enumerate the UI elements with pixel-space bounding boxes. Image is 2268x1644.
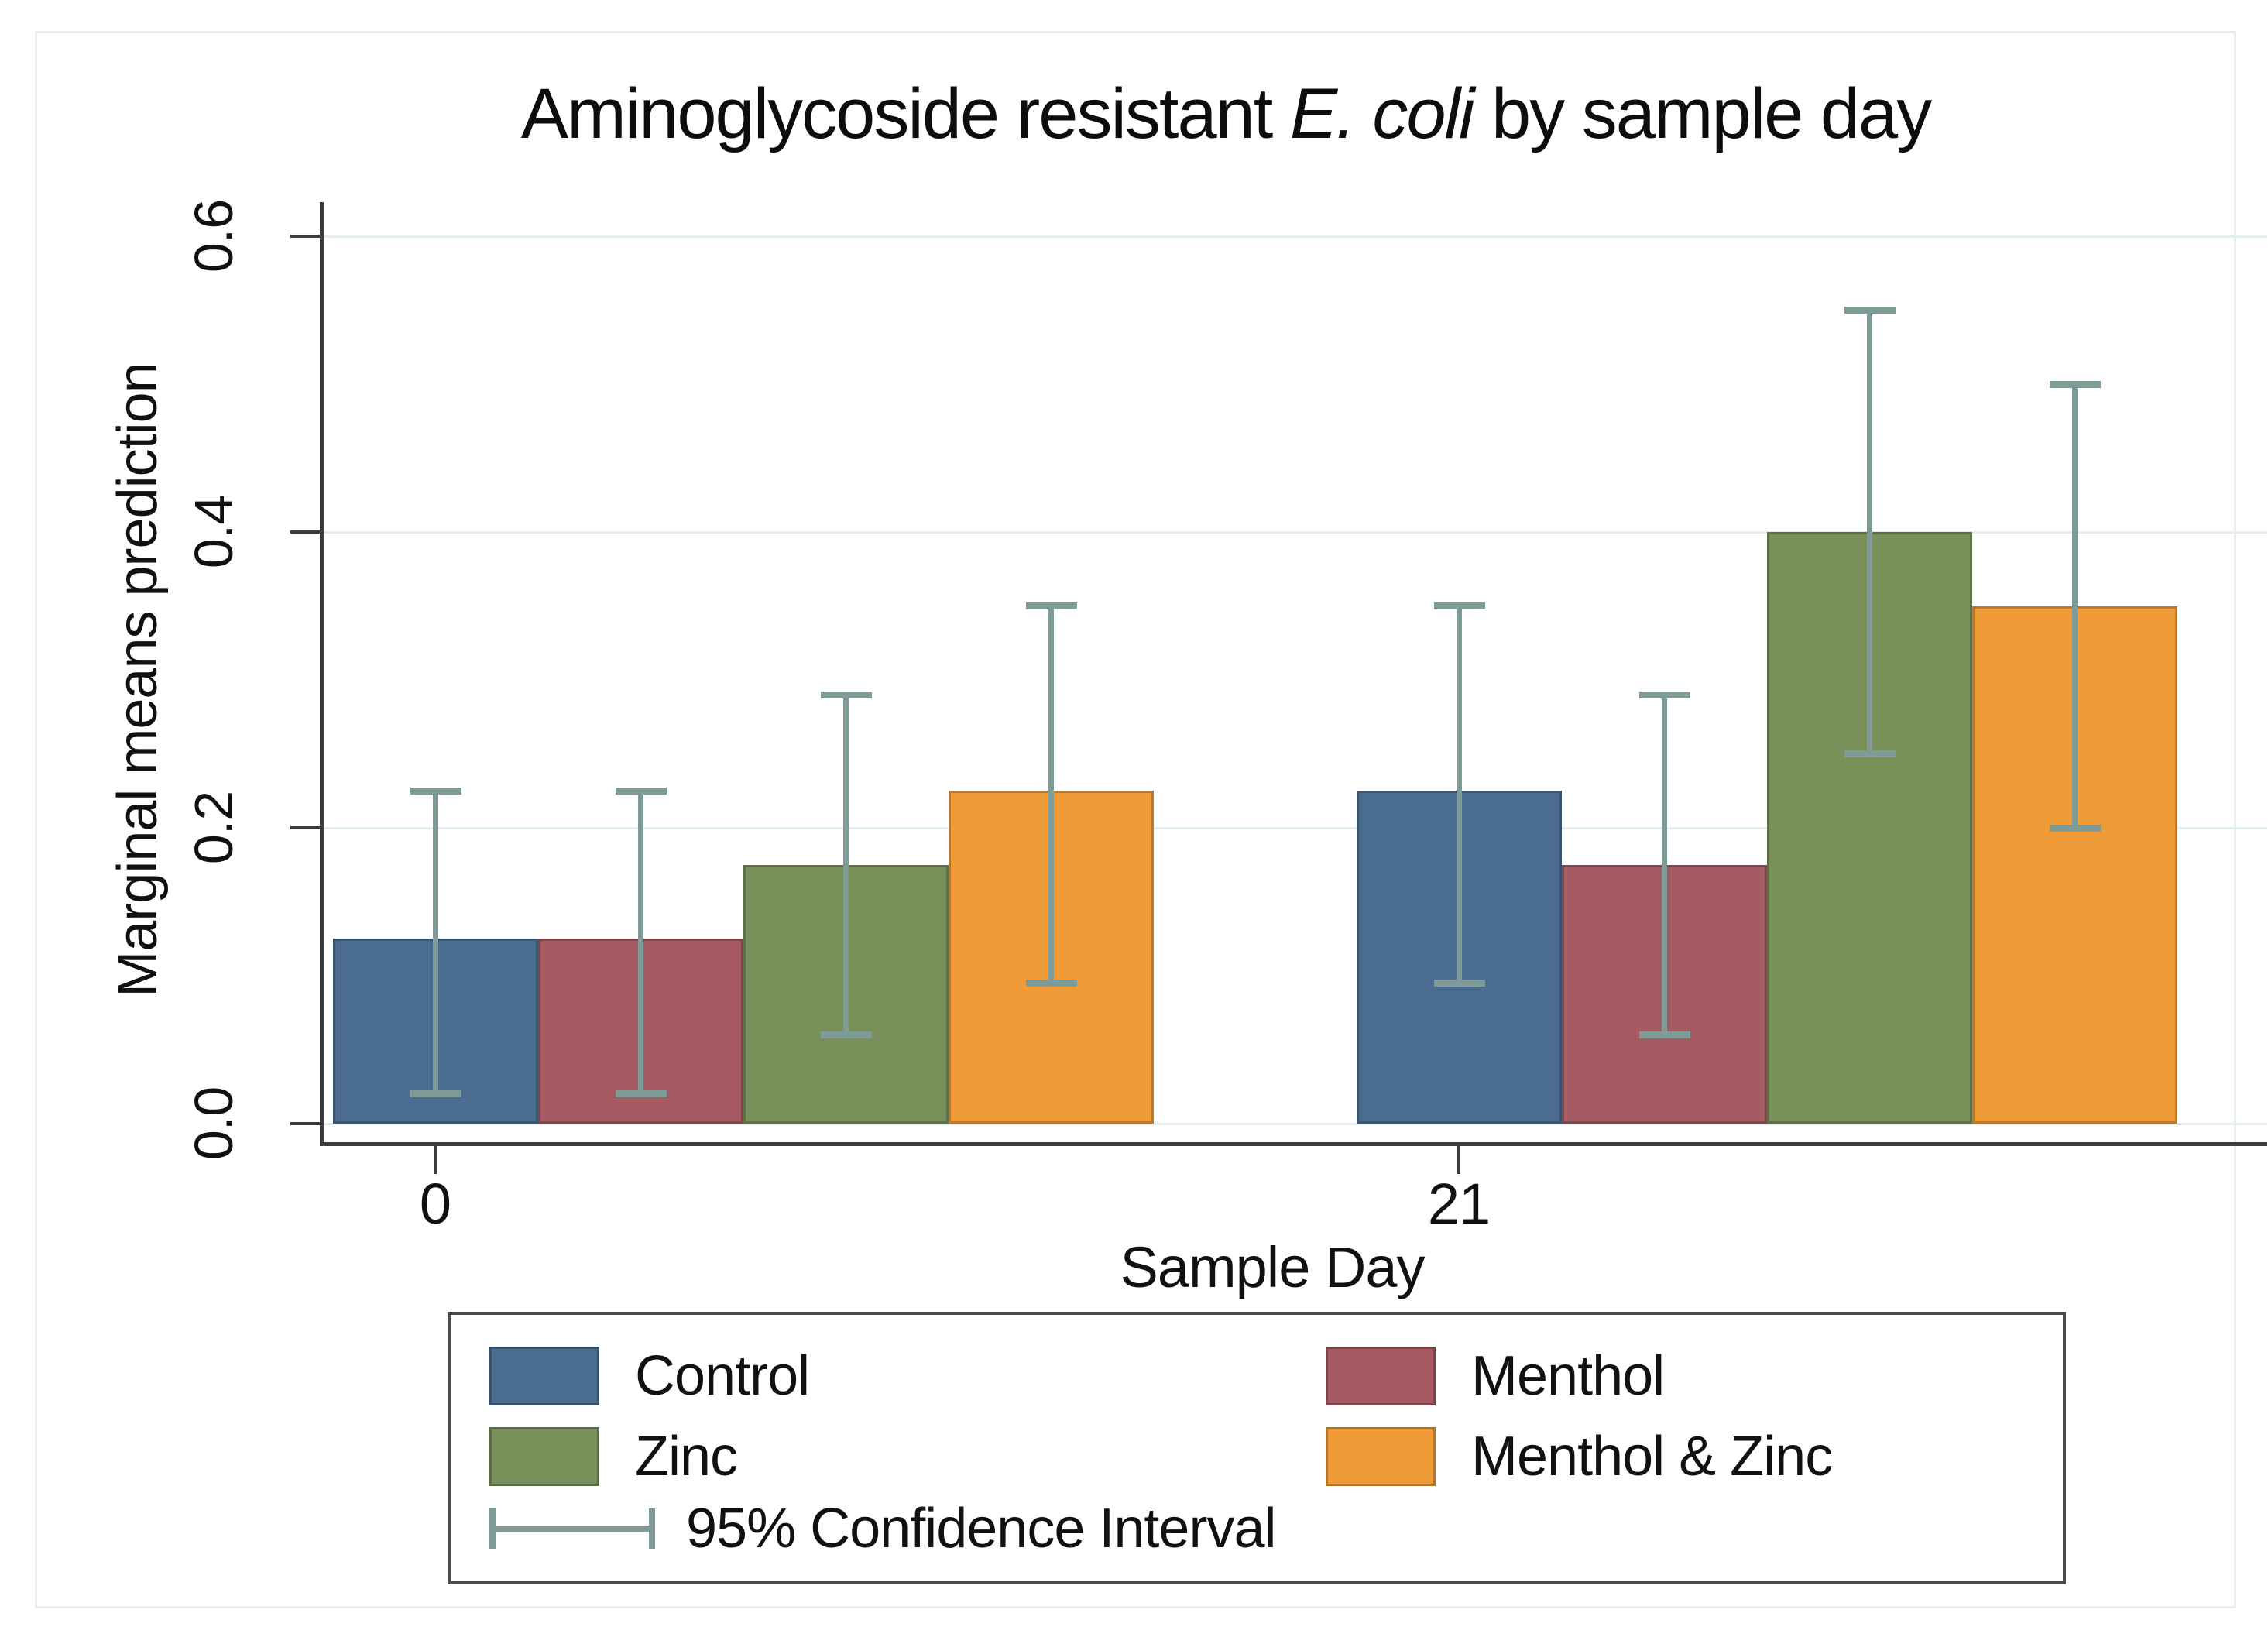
x-tick-21: [1457, 1146, 1460, 1174]
legend-entry-confidence-interval: 95% Confidence Interval: [489, 1491, 2063, 1566]
error-bar-top-cap-menthol-zinc-day21: [2049, 380, 2101, 388]
error-bar-bottom-cap-control-day0: [410, 1090, 461, 1098]
error-bar-line-control-day0: [433, 791, 438, 1094]
x-tick-label-0: 0: [419, 1172, 451, 1236]
error-bar-bottom-cap-menthol-zinc-day0: [1025, 980, 1077, 987]
legend-box: Control Menthol Zinc Menthol & Zinc: [448, 1312, 2066, 1584]
menthol-zinc-swatch: [1326, 1427, 1436, 1486]
y-axis-line: [320, 202, 324, 1146]
legend-label-menthol-zinc: Menthol & Zinc: [1471, 1426, 1833, 1488]
y-tick-label-0.4: 0.4: [184, 495, 244, 569]
zinc-swatch: [489, 1427, 599, 1486]
chart-title-italic: E. coli: [1289, 74, 1475, 153]
y-tick-0.0: [290, 1122, 320, 1125]
error-bar-bottom-cap-menthol-zinc-day21: [2049, 824, 2101, 832]
error-bar-top-cap-menthol-zinc-day0: [1025, 602, 1077, 609]
y-gridline-0.6: [324, 235, 2267, 238]
y-gridline-0.4: [324, 531, 2267, 534]
error-bar-bottom-cap-control-day21: [1433, 980, 1485, 987]
x-axis-line: [320, 1142, 2267, 1146]
error-bar-bottom-cap-menthol-day0: [615, 1090, 667, 1098]
y-gridline-0: [324, 1123, 2267, 1125]
x-tick-label-21: 21: [1427, 1172, 1491, 1236]
error-bar-line-menthol-day0: [638, 791, 643, 1094]
legend-label-control: Control: [635, 1345, 810, 1407]
error-bar-line-control-day21: [1457, 606, 1462, 983]
error-bar-line-zinc-day0: [843, 695, 849, 1035]
error-bar-top-cap-menthol-day0: [615, 787, 667, 795]
y-tick-0.2: [290, 826, 320, 829]
legend-label-confidence-interval: 95% Confidence Interval: [686, 1498, 1276, 1560]
error-bar-line-menthol-day21: [1662, 695, 1667, 1035]
plot-area: Marginal means prediction Sample Day 0.0…: [37, 33, 2268, 1644]
y-tick-label-0.0: 0.0: [184, 1086, 244, 1161]
chart-title: Aminoglycoside resistant E. coli by samp…: [192, 74, 2259, 159]
chart-title-prefix: Aminoglycoside resistant: [520, 74, 1290, 153]
y-gridline-0.2: [324, 827, 2267, 829]
legend-entry-menthol-zinc: Menthol & Zinc: [1326, 1422, 2063, 1491]
y-tick-0.4: [290, 530, 320, 534]
error-bar-line-menthol-zinc-day21: [2072, 384, 2078, 828]
legend-entry-zinc: Zinc: [489, 1422, 1326, 1491]
error-bar-bottom-cap-zinc-day0: [820, 1031, 872, 1038]
error-bar-icon-right-cap: [649, 1508, 655, 1549]
error-bar-top-cap-control-day0: [410, 787, 461, 795]
error-bar-top-cap-zinc-day21: [1844, 307, 1896, 314]
y-axis-title: Marginal means prediction: [107, 362, 169, 997]
x-axis-title: Sample Day: [1120, 1235, 1425, 1299]
control-swatch: [489, 1347, 599, 1405]
error-bar-top-cap-zinc-day0: [820, 691, 872, 698]
figure-region: Aminoglycoside resistant E. coli by samp…: [35, 31, 2267, 1608]
error-bar-line-menthol-zinc-day0: [1048, 606, 1054, 983]
legend-label-menthol: Menthol: [1471, 1345, 1665, 1407]
legend-entry-menthol: Menthol: [1326, 1341, 2063, 1411]
error-bar-icon: [489, 1505, 655, 1552]
legend-label-zinc: Zinc: [635, 1426, 738, 1488]
error-bar-line-zinc-day21: [1867, 310, 1872, 754]
x-tick-0: [434, 1146, 437, 1174]
error-bar-top-cap-control-day21: [1433, 602, 1485, 609]
error-bar-icon-left-cap: [489, 1508, 496, 1549]
error-bar-top-cap-menthol-day21: [1638, 691, 1690, 698]
y-tick-label-0.2: 0.2: [184, 791, 244, 865]
y-tick-label-0.6: 0.6: [184, 199, 244, 273]
legend-grid: Control Menthol Zinc Menthol & Zinc: [489, 1341, 2063, 1491]
legend-entry-control: Control: [489, 1341, 1326, 1411]
error-bar-bottom-cap-zinc-day21: [1844, 750, 1896, 757]
chart-title-suffix: by sample day: [1473, 74, 1932, 153]
menthol-swatch: [1326, 1347, 1436, 1405]
y-tick-0.6: [290, 235, 320, 238]
error-bar-icon-line: [489, 1526, 655, 1532]
error-bar-bottom-cap-menthol-day21: [1638, 1031, 1690, 1038]
